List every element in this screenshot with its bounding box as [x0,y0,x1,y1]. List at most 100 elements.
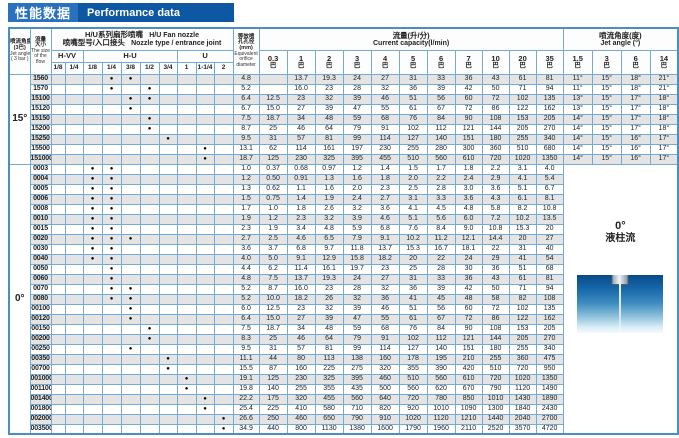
angle-pressure-value: 14 [659,53,669,63]
empty-cell [213,203,234,215]
pressure-value: 4 [382,53,388,63]
orifice-diameter-cell: 6.7 [232,103,260,115]
capacity-cell: 4.6 [286,233,316,245]
jet-angle-cell: 14° [562,133,593,145]
capacity-cell: 24 [342,73,372,85]
capacity-cell: 47 [342,313,372,325]
empty-cell [120,83,141,95]
capacity-cell: 950 [535,363,564,375]
capacity-cell: 42 [454,283,483,295]
capacity-cell: 1.6 [342,173,372,185]
empty-cell [50,133,66,145]
capacity-cell: 9.1 [286,253,316,265]
capacity-cell: 255 [481,353,510,365]
capacity-cell: 108 [481,323,510,335]
selection-dot: ● [120,103,141,115]
capacity-cell: 320 [286,393,316,405]
capacity-cell: 18.1 [454,243,483,255]
capacity-cell: 4.1 [508,173,537,185]
empty-cell [50,143,66,155]
selection-dot: ● [101,283,122,295]
selection-dot: ● [195,403,215,415]
connection-size-header: 1/2 [139,61,160,75]
empty-cell [213,343,234,355]
flow-size-cell: 003500 [29,423,52,435]
empty-cell [120,253,141,265]
page-title-bar: 性能数据 Performance data [8,3,234,22]
empty-cell [82,263,103,275]
jet-angle-cell: 11° [562,83,593,95]
capacity-cell: 11.4 [286,263,316,275]
capacity-cell: 3.2 [342,203,372,215]
empty-cell [50,213,66,225]
empty-cell [64,333,84,345]
orifice-diameter-cell: 1.2 [232,173,260,185]
capacity-cell: 420 [454,363,483,375]
capacity-cell: 71 [508,83,537,95]
capacity-cell: 33 [426,73,456,85]
capacity-cell: 455 [314,393,344,405]
capacity-cell: 395 [342,153,372,165]
capacity-cell: 22 [426,253,456,265]
capacity-cell: 140 [258,383,288,395]
capacity-cell: 91 [370,123,400,135]
capacity-cell: 71 [508,283,537,295]
empty-cell [50,83,66,95]
flow-size-cell: 0004 [29,173,52,185]
capacity-cell: 275 [342,363,372,375]
empty-cell [195,373,215,385]
empty-cell [120,373,141,385]
empty-cell [101,333,122,345]
empty-cell [50,393,66,405]
connection-size-header: 1/4 [64,61,84,75]
connection-size-header: 1/8 [50,61,66,75]
table-row: 151000 ● 18.7 125 230 325 395 455 510 560 610 720 10… [9,153,679,165]
capacity-cell: 710 [342,403,372,415]
capacity-cell: 72 [454,103,483,115]
capacity-cell: 5.0 [258,253,288,265]
table-row: 0080 ● ● 5.2 10.0 18.2 26 32 36 41 45 48 58 82 108 [9,293,678,305]
pressure-value: 20 [518,53,527,63]
empty-cell [64,283,84,295]
jet-angle-group-en: Jet angle (°) [600,39,641,47]
orifice-diameter-cell: 7.5 [232,113,260,125]
subgroup-hu-header: H-U [82,49,178,63]
capacity-cell: 144 [481,123,510,135]
flow-size-cell: 001000 [29,373,52,385]
empty-cell [50,403,66,415]
capacity-cell: 51 [398,303,428,315]
selection-dot: ● [101,193,122,205]
orifice-diameter-cell: 1.9 [232,213,260,225]
selection-dot: ● [82,173,103,185]
empty-cell [139,413,160,425]
capacity-cell: 0.62 [258,183,288,195]
water-stream-icon [619,283,622,333]
empty-cell [176,313,197,325]
orifice-diameter-cell: 19.1 [232,373,260,385]
jet-angle-cell: 15° [591,123,622,135]
empty-cell [120,383,141,395]
empty-cell [139,363,160,375]
empty-cell [176,223,197,235]
capacity-cell: 175 [258,393,288,405]
capacity-cell: 79 [342,123,372,135]
nozzle-group-en2: Nozzle type / entrance joint [131,40,222,48]
flow-size-zh: 流量 [34,36,46,43]
pressure-value: 5 [410,53,416,63]
capacity-cell: 2.0 [342,183,372,195]
empty-cell [120,163,141,175]
capacity-cell: 180 [481,343,510,355]
capacity-cell: 790 [342,413,372,425]
page-title-zh: 性能数据 [8,3,79,22]
capacity-cell: 121 [454,123,483,135]
capacity-cell: 46 [286,333,316,345]
empty-cell [158,153,178,165]
empty-cell [50,333,66,345]
capacity-cell: 10.8 [481,223,510,235]
capacity-cell: 125 [258,153,288,165]
empty-cell [176,143,197,155]
capacity-cell: 1440 [481,413,510,425]
capacity-cell: 178 [398,353,428,365]
empty-cell [64,243,84,255]
empty-cell [101,153,122,165]
